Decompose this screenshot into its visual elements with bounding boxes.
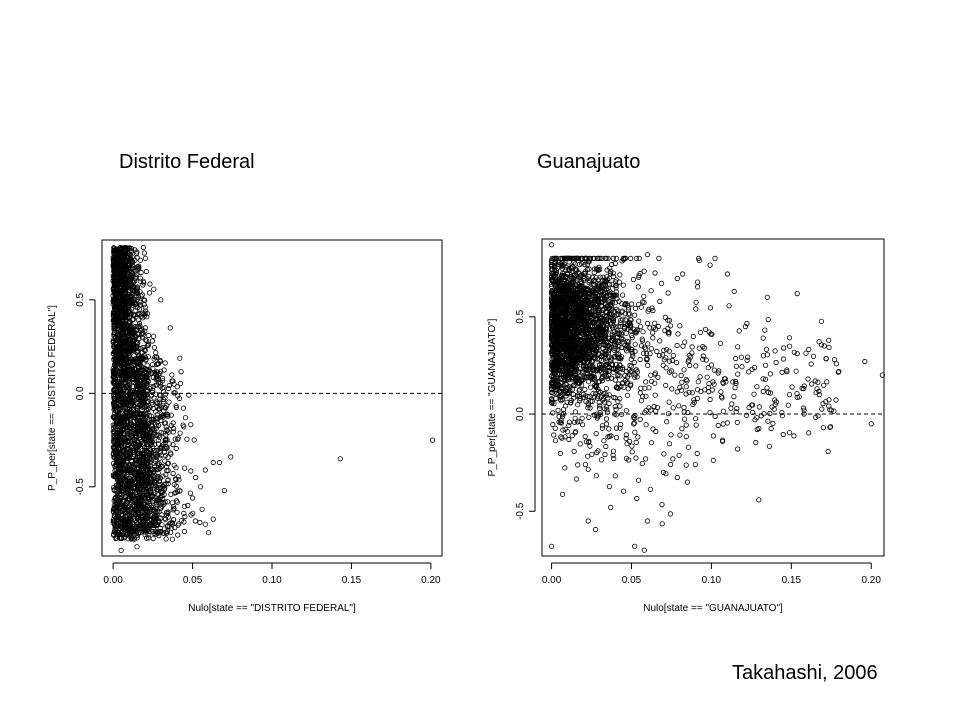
- data-point: [147, 281, 153, 287]
- data-point: [631, 312, 638, 318]
- data-point: [617, 272, 623, 278]
- data-point: [555, 407, 561, 413]
- data-point: [627, 362, 633, 368]
- data-point: [636, 301, 642, 307]
- panel-title-distrito-federal: Distrito Federal: [119, 151, 255, 173]
- data-point: [635, 284, 641, 290]
- data-point: [619, 292, 626, 298]
- data-point: [553, 395, 559, 402]
- data-point: [586, 414, 592, 420]
- data-point: [657, 338, 663, 344]
- data-point: [648, 346, 655, 352]
- data-point: [641, 268, 647, 274]
- data-point: [141, 297, 147, 303]
- data-point: [632, 341, 638, 347]
- points-group: [110, 244, 436, 554]
- data-point: [661, 347, 667, 353]
- panel-title-guanajuato: Guanajuato: [537, 151, 641, 173]
- data-point: [630, 276, 637, 283]
- data-point: [197, 519, 203, 526]
- data-point: [663, 365, 669, 371]
- data-point: [210, 516, 216, 522]
- data-point: [575, 402, 581, 408]
- points-group: [548, 242, 886, 553]
- data-point: [572, 409, 579, 415]
- data-point: [624, 392, 631, 398]
- data-point: [603, 385, 610, 392]
- data-point: [146, 332, 152, 339]
- data-point: [174, 509, 180, 515]
- data-point: [641, 293, 647, 299]
- data-point: [140, 282, 146, 288]
- data-point: [620, 282, 626, 288]
